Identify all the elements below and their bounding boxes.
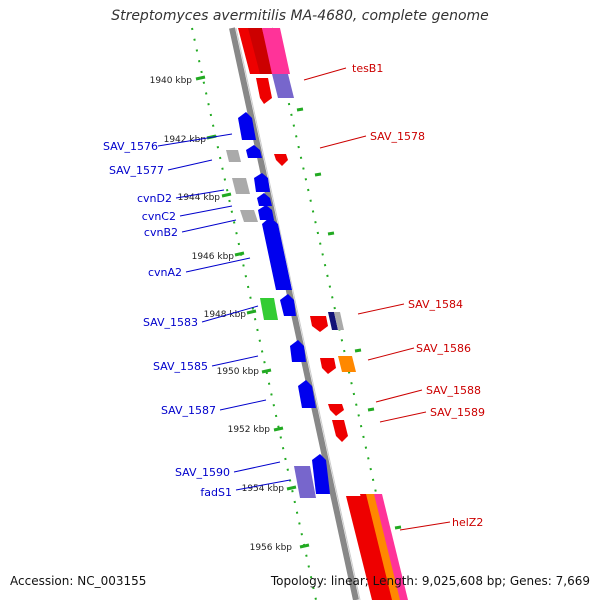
- tick-label: 1952 kbp: [228, 425, 271, 435]
- tick-label: 1956 kbp: [250, 543, 293, 553]
- tick-mark: [314, 172, 322, 177]
- gene-arrow-cvnA2[interactable]: [262, 217, 292, 290]
- tick-mark: [234, 251, 245, 257]
- gene-label-cvnB2[interactable]: cvnB2: [144, 226, 178, 239]
- pseudo-gene[interactable]: [334, 312, 344, 330]
- tick-mark: [299, 543, 310, 549]
- gene-block-helZ2[interactable]: [346, 496, 388, 600]
- gene-block-purple[interactable]: [272, 74, 294, 98]
- genome-summary-text: Topology: linear; Length: 9,025,608 bp; …: [270, 574, 590, 588]
- gene-label-cvnC2[interactable]: cvnC2: [142, 210, 176, 223]
- gene-label-SAV_1576[interactable]: SAV_1576: [103, 140, 158, 153]
- gene-label-helZ2[interactable]: helZ2: [452, 516, 483, 529]
- gene-arrow-SAV_1584[interactable]: [310, 316, 328, 332]
- gene-label-cvnA2[interactable]: cvnA2: [148, 266, 182, 279]
- tick-label: 1954 kbp: [242, 484, 285, 494]
- gene-label-cvnD2[interactable]: cvnD2: [137, 192, 172, 205]
- tick-label: 1944 kbp: [178, 193, 221, 203]
- gene-block-pink[interactable]: [262, 28, 290, 74]
- gene-arrow-SAV_1588[interactable]: [328, 404, 344, 416]
- gene-arrow-SAV_1590[interactable]: [312, 454, 330, 494]
- gene-arrow-cvnD2[interactable]: [254, 173, 270, 192]
- gene-label-SAV_1585[interactable]: SAV_1585: [153, 360, 208, 373]
- gene-block-fadS1[interactable]: [294, 466, 316, 498]
- gene-arrow[interactable]: [280, 294, 296, 316]
- gene-label-SAV_1584[interactable]: SAV_1584: [408, 298, 463, 311]
- gene-block-SAV_1583[interactable]: [260, 298, 278, 320]
- gene-block-red[interactable]: [248, 28, 274, 74]
- tick-label: 1950 kbp: [217, 367, 260, 377]
- gene-arrow-SAV_1586[interactable]: [320, 358, 336, 374]
- gene-label-SAV_1587[interactable]: SAV_1587: [161, 404, 216, 417]
- gene-block-orange[interactable]: [366, 494, 402, 600]
- pseudo-gene[interactable]: [240, 210, 258, 222]
- gene-arrow-tesB1[interactable]: [256, 78, 272, 104]
- gene-block-orange[interactable]: [338, 356, 356, 372]
- map-title: Streptomyces avermitilis MA-4680, comple…: [111, 8, 489, 24]
- gene-label-SAV_1577[interactable]: SAV_1577: [109, 164, 164, 177]
- pseudo-gene[interactable]: [226, 150, 241, 162]
- tick-mark: [261, 368, 272, 374]
- gene-label-SAV_1586[interactable]: SAV_1586: [416, 342, 471, 355]
- tick-mark: [273, 426, 284, 432]
- gene-block[interactable]: [328, 312, 338, 330]
- tick-mark: [327, 231, 335, 236]
- right-leader-lines: [303, 67, 451, 531]
- tick-label: 1946 kbp: [192, 252, 235, 262]
- gene-arrow-cvnB2[interactable]: [258, 205, 274, 220]
- gene-label-SAV_1589[interactable]: SAV_1589: [430, 406, 485, 419]
- backbone-highlight: [235, 27, 361, 600]
- tick-mark: [367, 407, 375, 412]
- gene-label-fadS1[interactable]: fadS1: [200, 486, 232, 499]
- gene-arrow-SAV_1587[interactable]: [298, 380, 316, 408]
- pseudo-gene[interactable]: [232, 178, 250, 194]
- tick-mark: [221, 192, 232, 198]
- gene-arrow-SAV_1578[interactable]: [274, 154, 288, 166]
- gene-label-SAV_1588[interactable]: SAV_1588: [426, 384, 481, 397]
- gene-label-SAV_1583[interactable]: SAV_1583: [143, 316, 198, 329]
- gene-label-tesB1[interactable]: tesB1: [352, 62, 383, 75]
- tick-mark: [286, 485, 297, 491]
- tick-mark: [394, 525, 402, 530]
- gene-arrow-cvnC2[interactable]: [257, 193, 272, 206]
- tick-mark: [246, 309, 257, 315]
- tick-mark: [195, 75, 206, 81]
- tick-mark: [354, 348, 362, 353]
- gene-label-SAV_1590[interactable]: SAV_1590: [175, 466, 230, 479]
- gene-label-SAV_1578[interactable]: SAV_1578: [370, 130, 425, 143]
- gene-arrow-SAV_1589[interactable]: [332, 420, 348, 442]
- gene-block-pink[interactable]: [374, 494, 408, 600]
- tick-mark: [296, 107, 304, 112]
- gene-arrow-SAV_1576[interactable]: [238, 112, 256, 140]
- gene-arrow[interactable]: [246, 145, 262, 158]
- tick-label: 1940 kbp: [150, 76, 193, 86]
- tick-label: 1942 kbp: [164, 135, 207, 145]
- gene-arrow-SAV_1585[interactable]: [290, 340, 306, 362]
- left-leader-lines: [157, 133, 291, 491]
- accession-text: Accession: NC_003155: [10, 574, 147, 588]
